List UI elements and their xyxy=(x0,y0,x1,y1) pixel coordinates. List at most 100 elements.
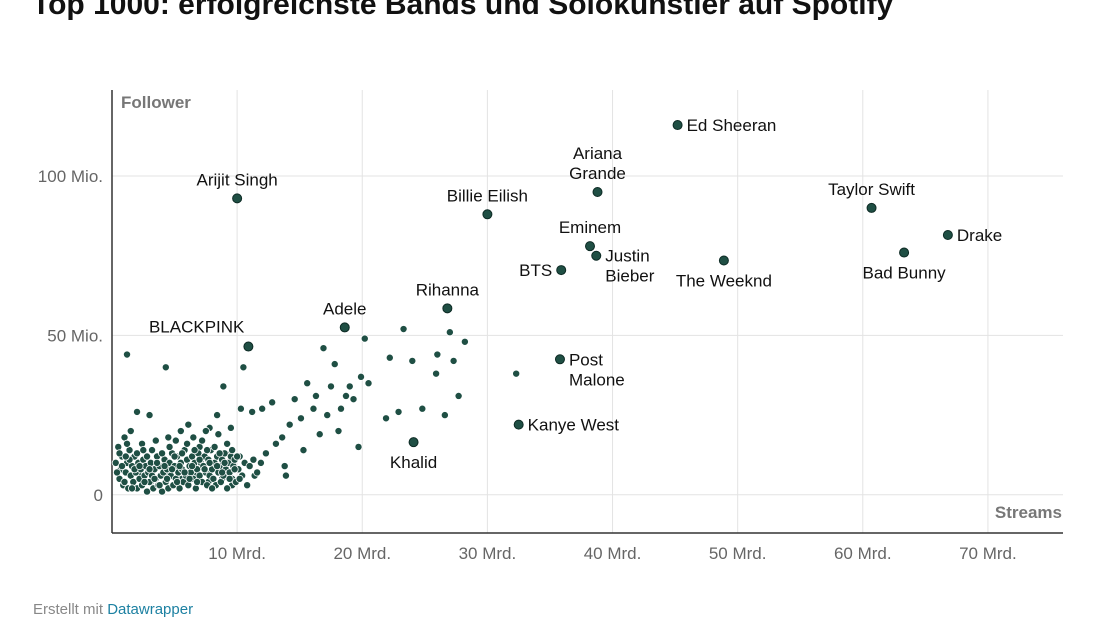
x-tick-label: 10 Mrd. xyxy=(208,544,266,563)
data-point xyxy=(175,462,184,471)
data-point xyxy=(268,398,277,407)
chart-title: Top 1000: erfolgreichste Bands und Solok… xyxy=(32,0,894,21)
labeled-data-point xyxy=(232,193,243,204)
data-point xyxy=(215,449,224,458)
data-point xyxy=(219,382,228,391)
point-label: The Weeknd xyxy=(676,272,772,291)
data-point xyxy=(145,465,154,474)
point-label: BTS xyxy=(519,261,552,280)
data-point xyxy=(334,427,343,436)
data-point xyxy=(326,382,335,391)
data-point xyxy=(133,407,142,416)
data-point xyxy=(319,344,328,353)
point-labels: Ed Sheeran Ariana Grande Arijit Singh Billie… xyxy=(149,116,1002,472)
point-label: Khalid xyxy=(390,453,437,472)
x-tick-label: 60 Mrd. xyxy=(834,544,892,563)
data-point xyxy=(336,404,345,413)
data-point xyxy=(135,462,144,471)
data-point xyxy=(271,439,280,448)
data-point xyxy=(208,484,217,493)
data-point xyxy=(220,458,229,467)
data-point xyxy=(178,449,187,458)
y-tick-label: 50 Mio. xyxy=(47,326,103,345)
data-point xyxy=(143,452,152,461)
point-label-line: Post xyxy=(569,350,603,369)
datawrapper-link[interactable]: Datawrapper xyxy=(107,601,194,618)
data-point xyxy=(341,391,350,400)
tick-labels: 10 Mrd. 20 Mrd. 30 Mrd. 40 Mrd. 50 Mrd. 60 Mr… xyxy=(38,167,1017,563)
data-point xyxy=(184,481,193,490)
data-point xyxy=(126,427,135,436)
data-point xyxy=(323,411,332,420)
point-label: Ed Sheeran xyxy=(687,116,777,135)
data-point xyxy=(394,407,403,416)
data-point xyxy=(261,449,270,458)
point-label: Ariana Grande xyxy=(569,144,626,183)
data-point xyxy=(512,369,521,378)
data-point xyxy=(183,439,192,448)
data-point xyxy=(330,360,339,369)
data-point xyxy=(357,372,366,381)
labeled-data-point xyxy=(592,186,603,197)
x-tick-label: 50 Mrd. xyxy=(709,544,767,563)
data-point xyxy=(133,449,142,458)
data-point xyxy=(236,404,245,413)
data-point xyxy=(315,430,324,439)
data-point xyxy=(121,452,130,461)
data-point xyxy=(432,369,441,378)
data-point xyxy=(198,436,207,445)
data-point xyxy=(245,462,254,471)
data-point xyxy=(239,363,248,372)
y-tick-label: 100 Mio. xyxy=(38,167,103,186)
grid-lines xyxy=(112,90,1063,533)
data-point xyxy=(296,414,305,423)
data-point xyxy=(223,484,232,493)
labeled-data-point xyxy=(672,120,683,131)
data-point xyxy=(128,484,137,493)
data-point xyxy=(111,458,120,467)
point-label: Billie Eilish xyxy=(447,186,528,205)
data-point xyxy=(253,468,262,477)
data-point xyxy=(203,446,212,455)
data-point xyxy=(143,487,152,496)
data-point xyxy=(120,478,129,487)
labeled-data-point xyxy=(339,322,350,333)
data-point xyxy=(170,452,179,461)
labeled-data-point xyxy=(513,419,524,430)
data-point xyxy=(360,334,369,343)
data-points xyxy=(111,120,953,496)
data-point xyxy=(139,446,148,455)
data-point xyxy=(155,481,164,490)
data-point xyxy=(309,404,318,413)
data-point xyxy=(145,411,154,420)
data-point xyxy=(213,411,222,420)
labeled-data-point xyxy=(408,437,419,448)
data-point xyxy=(385,353,394,362)
data-point xyxy=(140,478,149,487)
data-point xyxy=(138,439,147,448)
data-point xyxy=(185,474,194,483)
labeled-data-point xyxy=(591,250,602,261)
point-label-line: Bieber xyxy=(605,267,654,286)
data-point xyxy=(249,455,258,464)
data-point xyxy=(113,468,122,477)
data-point xyxy=(280,462,289,471)
point-label: BLACKPINK xyxy=(149,318,245,337)
labeled-data-point xyxy=(556,265,567,276)
data-point xyxy=(158,449,167,458)
data-point xyxy=(210,442,219,451)
data-point xyxy=(303,379,312,388)
data-point xyxy=(153,458,162,467)
data-point xyxy=(311,391,320,400)
labeled-data-point xyxy=(718,255,729,266)
data-point xyxy=(278,433,287,442)
data-point xyxy=(176,427,185,436)
data-point xyxy=(164,433,173,442)
data-point xyxy=(205,458,214,467)
point-label: Post Malone xyxy=(569,350,625,389)
point-label: Kanye West xyxy=(528,416,620,435)
data-point xyxy=(201,427,210,436)
data-point xyxy=(195,455,204,464)
data-point xyxy=(460,337,469,346)
data-point xyxy=(433,350,442,359)
